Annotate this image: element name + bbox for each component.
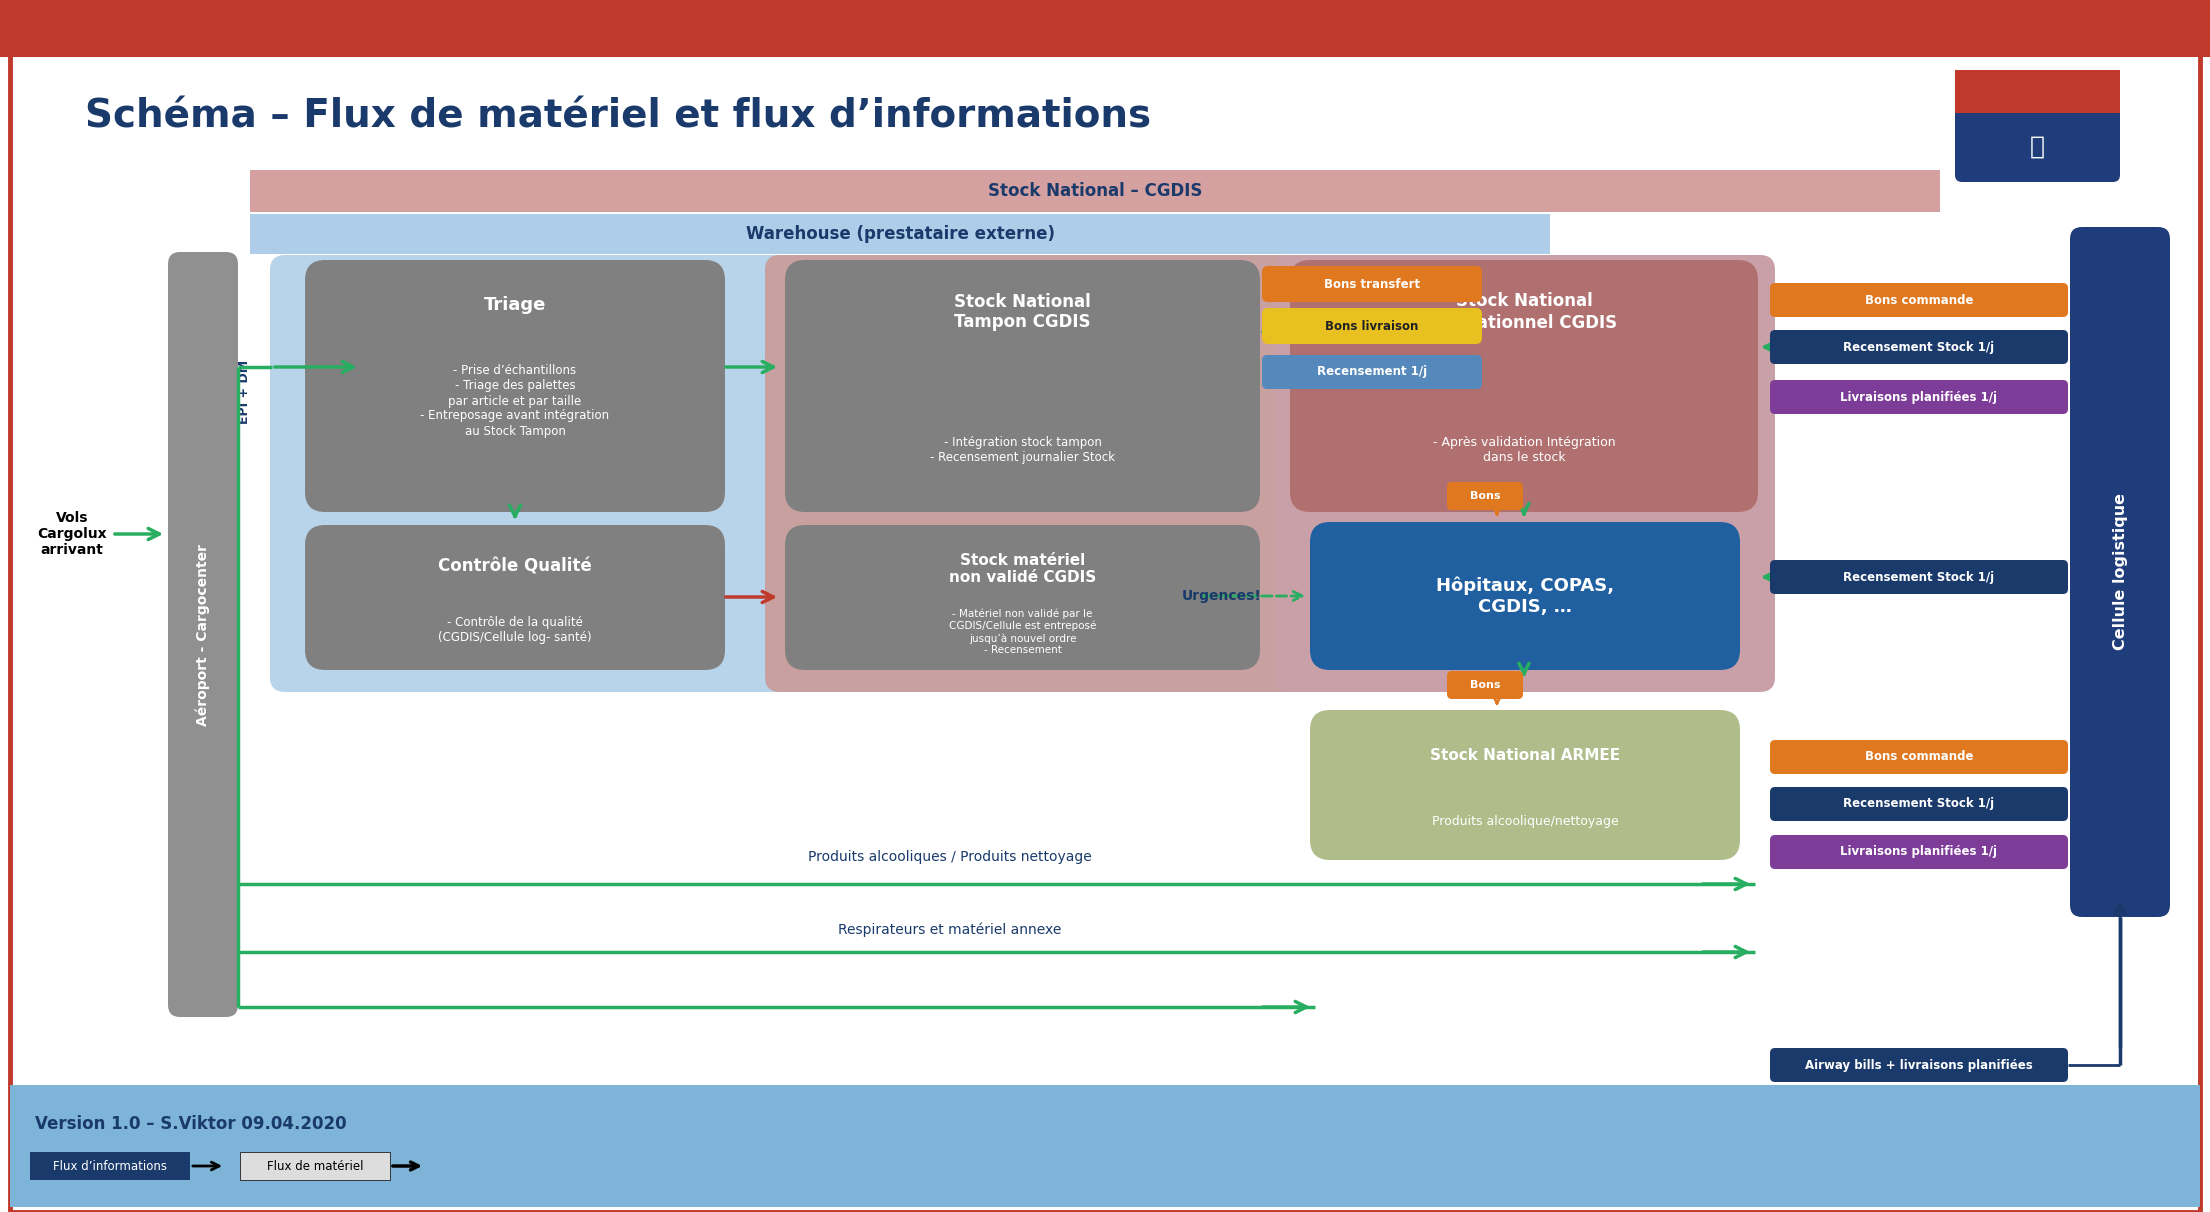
Text: Aéroport - Cargocenter: Aéroport - Cargocenter (197, 543, 210, 726)
Text: Flux d’informations: Flux d’informations (53, 1160, 168, 1172)
FancyBboxPatch shape (1262, 265, 1483, 302)
Text: - Intégration stock tampon
- Recensement journalier Stock: - Intégration stock tampon - Recensement… (930, 436, 1116, 464)
Text: Bons: Bons (1470, 491, 1501, 501)
FancyBboxPatch shape (1448, 671, 1523, 699)
FancyBboxPatch shape (168, 252, 239, 1017)
FancyBboxPatch shape (1770, 787, 2069, 821)
Text: Vols
Cargolux
arrivant: Vols Cargolux arrivant (38, 510, 106, 558)
FancyBboxPatch shape (1770, 282, 2069, 318)
Bar (11, 1085, 2199, 1207)
FancyBboxPatch shape (1770, 560, 2069, 594)
Text: Stock National
Opérationnel CGDIS: Stock National Opérationnel CGDIS (1430, 292, 1618, 332)
Text: - Contrôle de la qualité
(CGDIS/Cellule log- santé): - Contrôle de la qualité (CGDIS/Cellule … (438, 616, 592, 644)
Text: Respirateurs et matériel annexe: Respirateurs et matériel annexe (838, 922, 1061, 937)
Bar (241, 1151, 389, 1180)
FancyBboxPatch shape (1311, 710, 1739, 861)
Text: Urgences!: Urgences! (1182, 589, 1262, 604)
Text: Recensement Stock 1/j: Recensement Stock 1/j (1843, 341, 1996, 354)
FancyBboxPatch shape (1262, 355, 1483, 389)
Bar (1956, 70, 2119, 113)
Text: EPI + DM: EPI + DM (236, 360, 250, 424)
Text: Bons commande: Bons commande (1865, 293, 1974, 307)
Text: Recensement Stock 1/j: Recensement Stock 1/j (1843, 797, 1996, 811)
Text: Bons livraison: Bons livraison (1326, 320, 1419, 332)
Bar (31, 1151, 190, 1180)
Text: 👑: 👑 (2031, 135, 2044, 158)
Text: Hôpitaux, COPAS,
CGDIS, …: Hôpitaux, COPAS, CGDIS, … (1436, 577, 1613, 616)
Text: Cellule logistique: Cellule logistique (2113, 493, 2128, 651)
FancyBboxPatch shape (1448, 482, 1523, 510)
Text: Recensement 1/j: Recensement 1/j (1317, 366, 1428, 378)
Text: Livraisons planifiées 1/j: Livraisons planifiées 1/j (1841, 390, 1998, 404)
FancyBboxPatch shape (785, 525, 1260, 670)
Text: Stock National – CGDIS: Stock National – CGDIS (988, 182, 1202, 200)
Text: Version 1.0 – S.Viktor 09.04.2020: Version 1.0 – S.Viktor 09.04.2020 (35, 1115, 347, 1133)
FancyBboxPatch shape (305, 261, 725, 511)
FancyBboxPatch shape (1956, 70, 2119, 182)
Text: Schéma – Flux de matériel et flux d’informations: Schéma – Flux de matériel et flux d’info… (84, 98, 1151, 136)
FancyBboxPatch shape (2071, 227, 2170, 917)
FancyBboxPatch shape (1770, 741, 2069, 774)
FancyBboxPatch shape (1770, 1048, 2069, 1082)
Text: Stock National
Tampon CGDIS: Stock National Tampon CGDIS (955, 292, 1092, 331)
FancyBboxPatch shape (765, 255, 1299, 692)
FancyBboxPatch shape (1291, 261, 1757, 511)
Bar (250, 170, 1940, 212)
FancyBboxPatch shape (1770, 381, 2069, 415)
FancyBboxPatch shape (1311, 522, 1739, 670)
FancyBboxPatch shape (1275, 255, 1775, 692)
Text: Warehouse (prestataire externe): Warehouse (prestataire externe) (745, 225, 1054, 242)
Text: Flux de matériel: Flux de matériel (267, 1160, 362, 1172)
Text: Stock National ARMEE: Stock National ARMEE (1430, 748, 1620, 762)
Text: - Matériel non validé par le
CGDIS/Cellule est entreposé
jusqu’à nouvel ordre
- : - Matériel non validé par le CGDIS/Cellu… (948, 608, 1096, 656)
FancyBboxPatch shape (1262, 308, 1483, 344)
Bar (250, 215, 1549, 255)
Text: Produits alcoolique/nettoyage: Produits alcoolique/nettoyage (1432, 816, 1618, 829)
Text: Stock matériel
non validé CGDIS: Stock matériel non validé CGDIS (948, 553, 1096, 585)
Text: Triage: Triage (484, 296, 546, 314)
Text: Produits alcooliques / Produits nettoyage: Produits alcooliques / Produits nettoyag… (809, 850, 1092, 864)
Text: Livraisons planifiées 1/j: Livraisons planifiées 1/j (1841, 846, 1998, 858)
Text: Contrôle Qualité: Contrôle Qualité (438, 558, 592, 576)
Text: Bons: Bons (1470, 680, 1501, 690)
FancyBboxPatch shape (305, 525, 725, 670)
FancyBboxPatch shape (785, 261, 1260, 511)
Text: Bons commande: Bons commande (1865, 750, 1974, 764)
FancyBboxPatch shape (270, 255, 1101, 692)
Text: Airway bills + livraisons planifiées: Airway bills + livraisons planifiées (1806, 1058, 2033, 1071)
FancyBboxPatch shape (1770, 330, 2069, 364)
Text: - Prise d’échantillons
- Triage des palettes
par article et par taille
- Entrepo: - Prise d’échantillons - Triage des pale… (420, 365, 610, 438)
Text: Bons transfert: Bons transfert (1324, 278, 1421, 291)
FancyBboxPatch shape (1770, 835, 2069, 869)
Text: Recensement Stock 1/j: Recensement Stock 1/j (1843, 571, 1996, 583)
Bar (0, 0, 2210, 57)
Text: - Après validation Intégration
dans le stock: - Après validation Intégration dans le s… (1432, 436, 1616, 464)
